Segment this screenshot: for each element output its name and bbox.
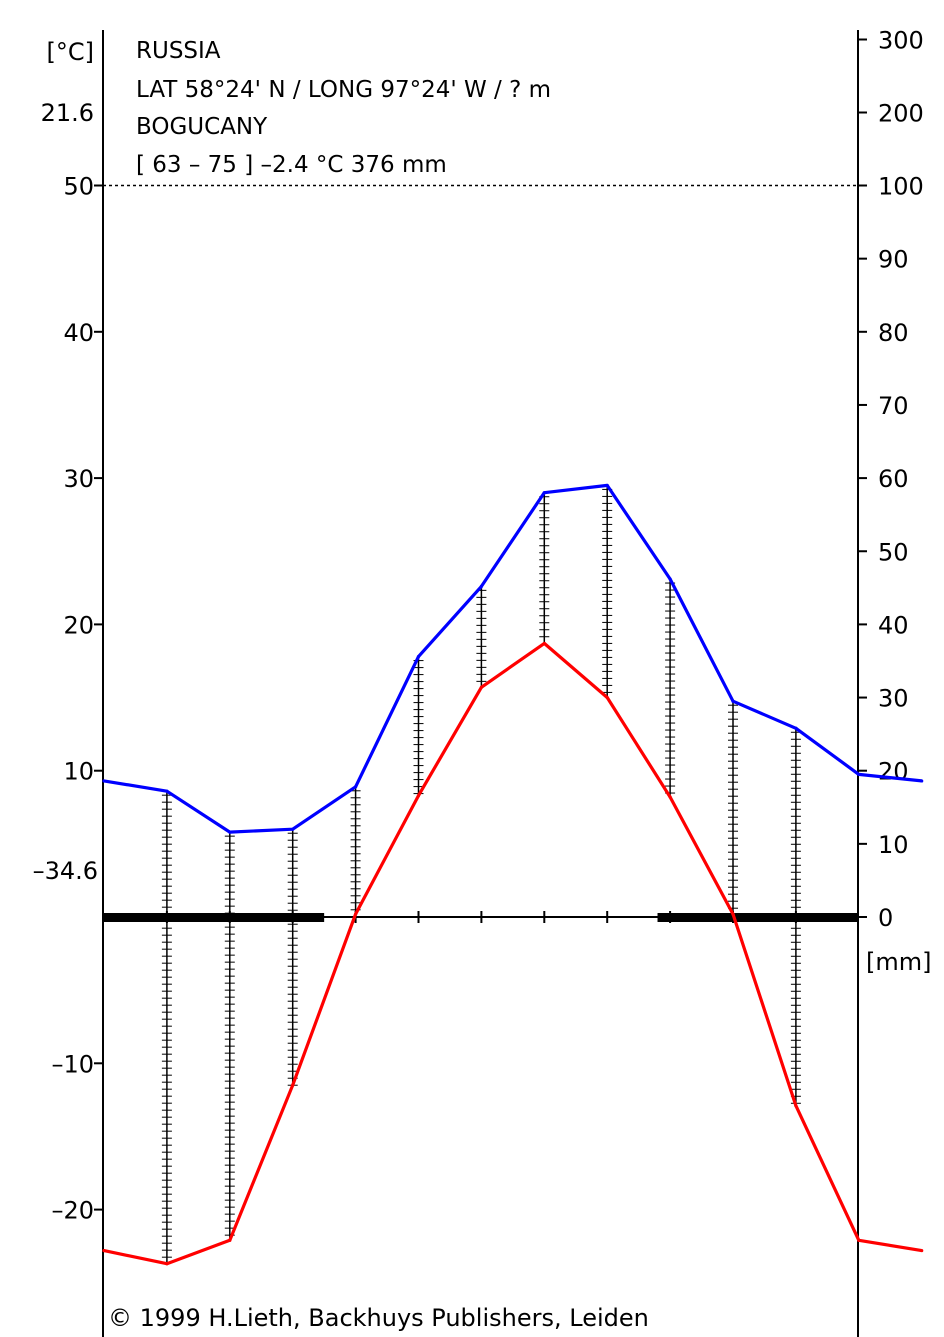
right-axis-ticks: 0 10 20 30 40 50 60 70 80 90 100 200 300 <box>858 27 924 932</box>
right-tick-label: 70 <box>878 392 909 420</box>
right-tick-label: 30 <box>878 685 909 713</box>
precipitation-point <box>479 584 483 588</box>
precipitation-point <box>857 772 861 776</box>
temperature-point <box>228 1238 232 1242</box>
precipitation-point <box>228 830 232 834</box>
max-temperature-label: 21.6 <box>41 99 94 127</box>
temperature-point <box>542 641 546 646</box>
precipitation-point <box>542 491 546 495</box>
left-tick-label: 30 <box>63 465 94 493</box>
precipitation-point <box>416 654 421 659</box>
precipitation-point <box>291 827 295 831</box>
left-tick-label: 40 <box>63 319 94 347</box>
right-tick-label: 100 <box>878 173 924 201</box>
min-temperature-label: –34.6 <box>33 857 98 885</box>
right-tick-label: 50 <box>878 538 909 566</box>
temperature-point <box>416 793 421 798</box>
temperature-line <box>103 641 922 1266</box>
precipitation-point <box>605 483 609 488</box>
left-axis-unit: [°C] <box>47 38 94 66</box>
right-tick-label: 60 <box>878 465 909 493</box>
right-tick-label: 40 <box>878 611 909 639</box>
precipitation-hatching <box>161 485 801 1264</box>
temperature-point <box>479 685 483 689</box>
temperature-point <box>102 1248 106 1253</box>
frost-bar <box>104 913 325 922</box>
temperature-point <box>605 695 609 700</box>
temperature-point <box>291 1083 295 1087</box>
left-tick-label: –20 <box>51 1197 94 1225</box>
precipitation-point <box>668 577 672 581</box>
station-label: BOGUCANY <box>136 114 268 140</box>
right-tick-label: 200 <box>878 100 924 128</box>
temperature-point <box>668 795 672 799</box>
left-tick-label: 50 <box>63 173 94 201</box>
temperature-point <box>857 1238 861 1242</box>
precipitation-point <box>354 785 358 789</box>
temperature-point <box>794 1104 798 1108</box>
temperature-point <box>354 912 358 916</box>
summary-label: [ 63 – 75 ] –2.4 °C 376 mm <box>136 152 447 178</box>
right-tick-label: 90 <box>878 246 909 274</box>
right-tick-label: 0 <box>878 904 893 932</box>
precipitation-line <box>103 483 922 834</box>
copyright-label: © 1999 H.Lieth, Backhuys Publishers, Lei… <box>108 1304 649 1332</box>
right-axis-unit: [mm] <box>866 948 931 976</box>
temperature-point <box>165 1262 169 1266</box>
left-tick-label: –10 <box>51 1050 94 1078</box>
right-tick-label: 20 <box>878 758 909 786</box>
coordinates-label: LAT 58°24' N / LONG 97°24' W / ? m <box>136 77 551 103</box>
right-tick-label: 10 <box>878 831 909 859</box>
left-tick-label: 20 <box>63 611 94 639</box>
left-tick-label: 10 <box>63 758 94 786</box>
frost-bar <box>657 913 859 922</box>
precipitation-point <box>165 789 169 793</box>
precipitation-point <box>920 779 924 783</box>
left-axis-ticks: –20 –10 10 20 30 40 50 <box>51 173 103 1225</box>
country-label: RUSSIA <box>136 38 221 64</box>
precipitation-point <box>102 779 106 783</box>
series-lines <box>102 483 924 1266</box>
right-tick-label: 300 <box>878 27 924 55</box>
temperature-point <box>920 1248 924 1253</box>
right-tick-label: 80 <box>878 319 909 347</box>
axes-frame <box>102 30 859 1337</box>
precipitation-point <box>794 726 798 730</box>
temperature-point <box>731 912 735 916</box>
precipitation-point <box>731 699 735 703</box>
